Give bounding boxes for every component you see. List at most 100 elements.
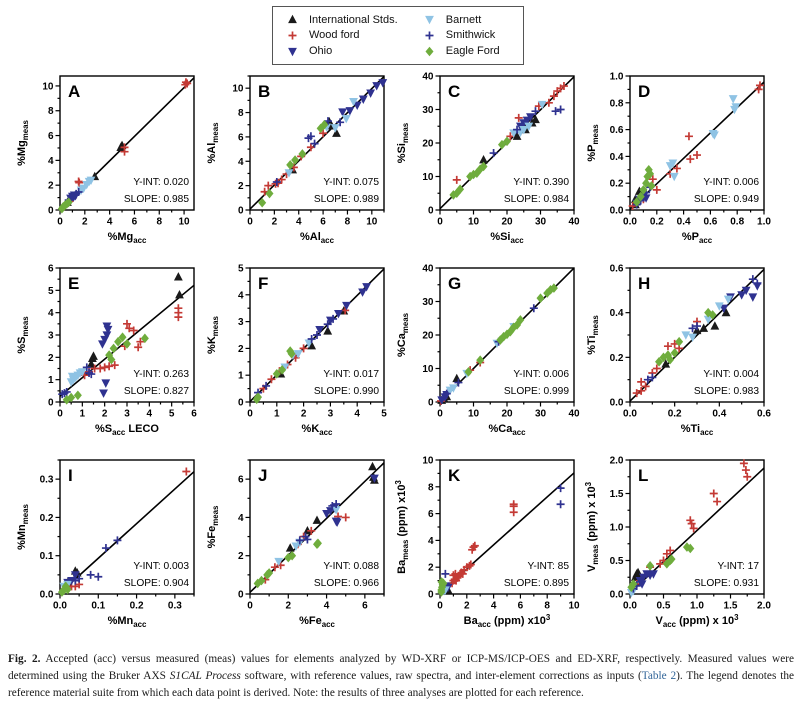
diamond-marker — [272, 369, 281, 379]
plus-marker — [306, 143, 315, 152]
triangle-down-marker — [338, 108, 347, 117]
plus-marker — [306, 132, 315, 141]
triangle-down-marker — [526, 113, 535, 122]
data-points — [57, 78, 192, 214]
plus-marker — [105, 362, 114, 371]
plot-frame — [249, 459, 385, 595]
y-axis-label: %Mgmeas — [16, 119, 30, 165]
plot-frame — [249, 75, 385, 211]
x-tick-label: 30 — [535, 409, 547, 420]
x-tick-label: 0 — [247, 409, 253, 420]
x-tick-label: 0.5 — [657, 601, 671, 612]
triangle-down-marker — [362, 283, 371, 292]
diamond-marker — [667, 554, 676, 564]
plot-frame — [59, 267, 195, 403]
axis-ticks — [245, 75, 385, 215]
y-tick-label: 4 — [428, 536, 434, 547]
y-intercept-stat: Y-INT: 0.263 — [133, 369, 189, 380]
y-intercept-stat: Y-INT: 0.017 — [323, 369, 379, 380]
plot-frame — [59, 75, 195, 211]
triangle-down-marker — [67, 372, 77, 382]
diamond-marker — [140, 333, 149, 344]
table-2-link[interactable]: Table 2 — [641, 669, 677, 682]
triangle-down-marker — [424, 16, 434, 25]
x-tick-label: 40 — [568, 217, 580, 228]
plus-marker — [82, 363, 91, 372]
y-tick-label: 30 — [422, 105, 434, 116]
diamond-marker — [257, 575, 266, 586]
plus-marker — [174, 313, 183, 322]
x-tick-label: 0 — [247, 217, 253, 228]
y-tick-label: 2 — [428, 563, 434, 574]
diamond-marker — [682, 542, 691, 552]
data-points — [252, 283, 371, 405]
x-tick-label: 10 — [568, 601, 580, 612]
x-tick-label: 0.2 — [650, 217, 664, 228]
caption-text-segment: Accepted (acc) versus measured (meas) va… — [8, 653, 794, 682]
plus-marker — [182, 467, 191, 476]
plus-icon — [425, 31, 434, 40]
y-tick-label: 20 — [422, 139, 434, 150]
plus-marker — [74, 188, 83, 197]
plus-marker — [62, 387, 71, 396]
y-tick-label: 6 — [428, 509, 434, 520]
triangle-down-marker — [668, 159, 678, 168]
slope-stat: SLOPE: 0.989 — [314, 194, 379, 205]
plus-marker — [288, 31, 297, 40]
plus-marker — [441, 569, 450, 578]
plus-icon — [288, 31, 297, 40]
x-tick-label: 2 — [272, 217, 278, 228]
y-axis-label: %Pmeas — [586, 124, 600, 162]
panel-letter: L — [638, 466, 648, 485]
y-tick-label: 0.2 — [40, 513, 54, 524]
panel-H: 0.0 0.2 0.4 0.6 0.0 0.2 0.4 0.6 H Y-INT: 0.004 SLO… — [586, 264, 771, 438]
y-tick-label: 8 — [428, 482, 434, 493]
plus-marker — [628, 201, 637, 210]
y-tick-label: 10 — [422, 456, 434, 467]
plus-marker — [672, 164, 681, 173]
triangle-down-marker — [349, 97, 358, 107]
y-tick-label: 0.3 — [40, 475, 54, 486]
triangle-down-marker — [703, 315, 713, 325]
y-tick-label: 2 — [48, 181, 54, 192]
axis-ticks — [245, 267, 385, 407]
plus-marker — [295, 536, 304, 545]
data-points — [632, 275, 762, 398]
panel-L: 0.0 0.5 1.0 1.5 2.0 0.0 0.5 1.0 1.5 2.0 L Y-INT: 17… — [584, 456, 771, 630]
x-tick-label: 2.0 — [757, 601, 771, 612]
triangle-up-marker — [721, 307, 731, 317]
y-tick-label: 3 — [48, 331, 54, 342]
diamond-marker — [647, 181, 656, 191]
data-points — [628, 81, 764, 210]
y-tick-label: 2 — [238, 344, 244, 355]
plus-marker — [663, 342, 672, 351]
x-tick-label: 10 — [179, 217, 191, 228]
plus-marker — [709, 489, 718, 498]
diamond-marker — [109, 343, 118, 354]
x-tick-label: 1.0 — [757, 217, 771, 228]
diamond-marker — [686, 543, 695, 554]
plus-marker — [307, 526, 316, 535]
triangle-up-marker — [368, 461, 377, 471]
plus-marker — [303, 535, 312, 544]
plus-marker — [307, 335, 316, 344]
plus-marker — [336, 118, 345, 127]
x-tick-label: 1.5 — [724, 601, 738, 612]
triangle-down-marker — [378, 79, 388, 88]
plus-marker — [556, 500, 565, 509]
diamond-marker — [708, 310, 717, 320]
caption-text-segment: Fig. 2. — [8, 653, 41, 665]
legend-label: Ohio — [309, 45, 333, 58]
diamond-marker — [636, 191, 645, 202]
plus-marker — [465, 561, 474, 570]
diamond-marker — [632, 197, 641, 207]
plus-marker — [75, 178, 84, 187]
plus-marker — [652, 364, 661, 373]
data-points — [626, 459, 752, 598]
plus-marker — [100, 363, 109, 372]
triangle-down-marker — [372, 82, 382, 91]
y-axis-label: %Mnmeas — [16, 503, 30, 549]
x-tick-label: 1 — [274, 409, 280, 420]
panel-grid: 0 2 4 6 8 10 0 2 4 6 8 10 A Y-INT: 0.020 SLOPE: 0.985%… — [14, 68, 774, 644]
